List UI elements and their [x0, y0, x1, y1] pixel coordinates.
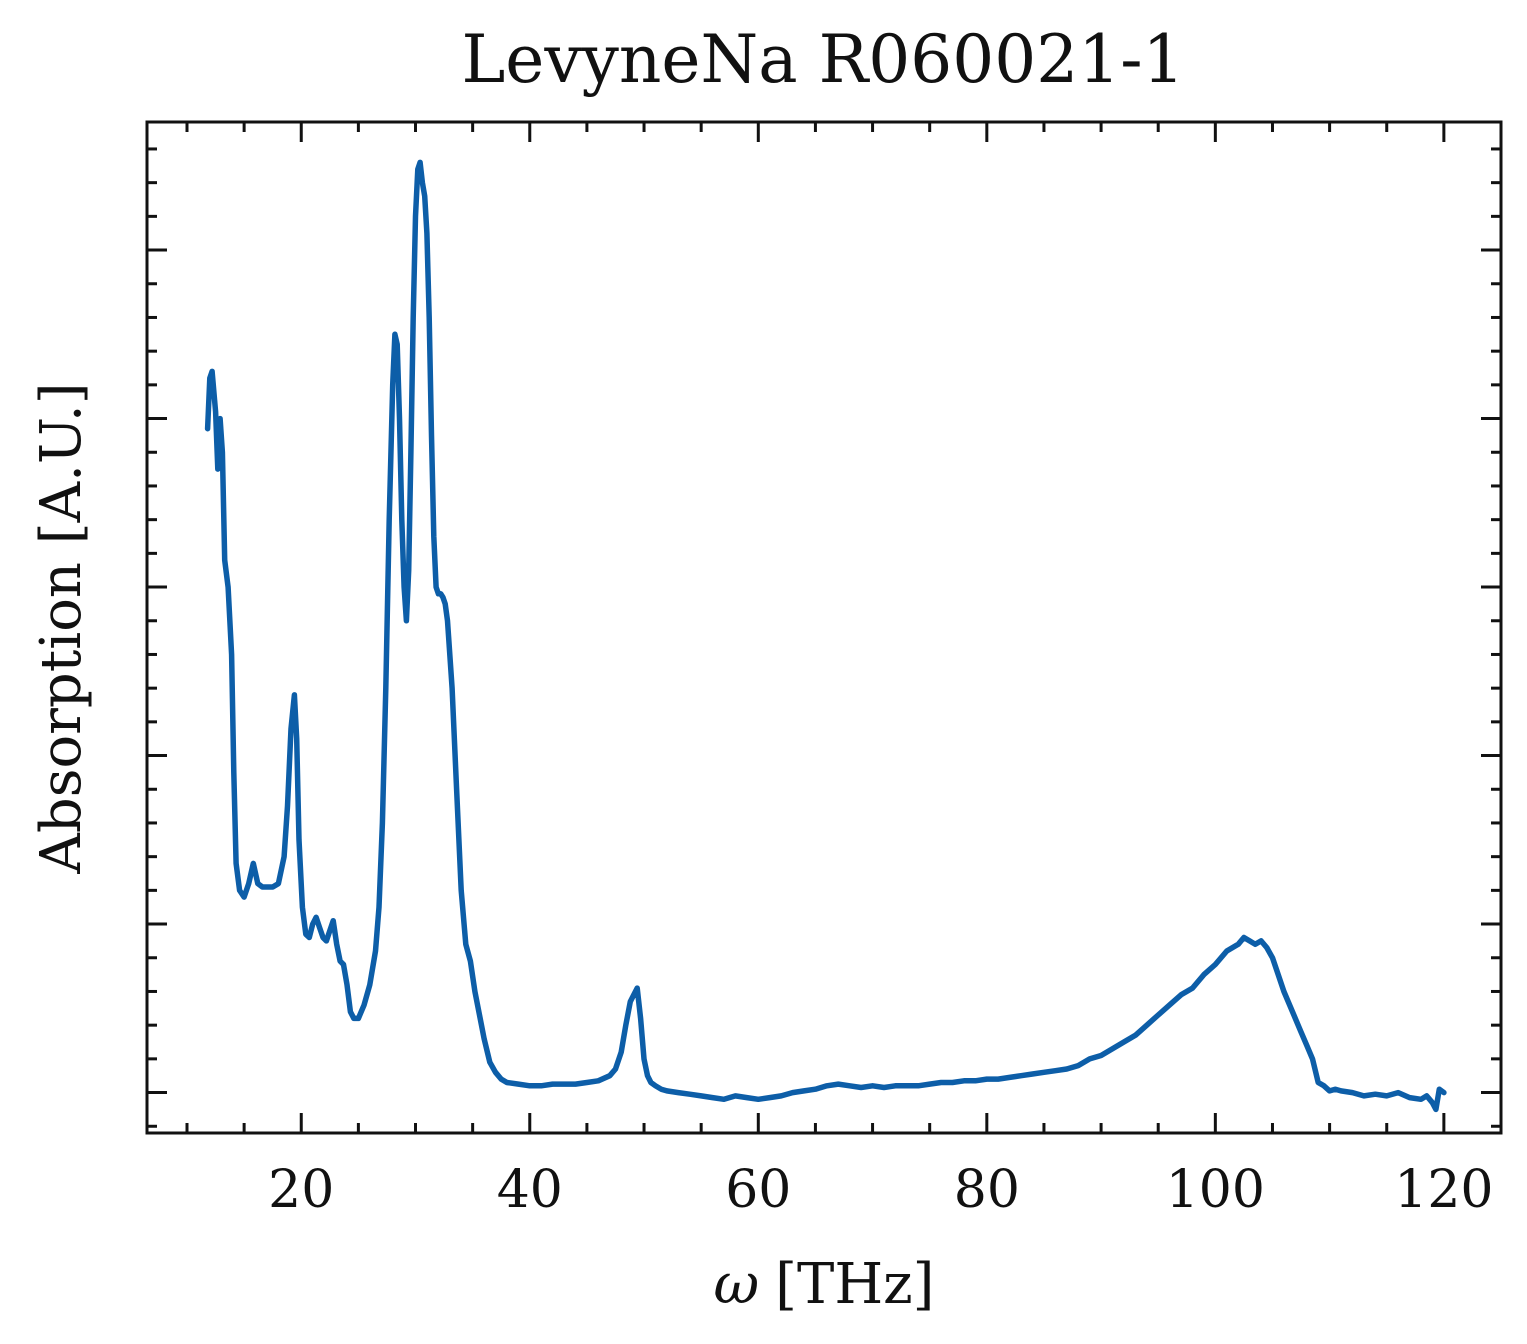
- tick-label-layer: 20 40 60 80 100 120: [268, 1160, 1493, 1220]
- series-layer: [204, 159, 1447, 1113]
- x-tick-label: 80: [954, 1160, 1020, 1220]
- x-axis-symbol: ω: [713, 1252, 759, 1317]
- tick-layer: [147, 122, 1503, 1133]
- x-tick-label: 60: [725, 1160, 791, 1220]
- x-tick-label: 20: [268, 1160, 334, 1220]
- x-tick-label: 120: [1394, 1160, 1493, 1220]
- plot-frame: [145, 120, 1503, 1135]
- x-tick-label: 100: [1166, 1160, 1265, 1220]
- x-axis-label: ω [THz]: [713, 1252, 934, 1317]
- x-axis-unit: [THz]: [775, 1252, 934, 1317]
- x-tick-label: 40: [497, 1160, 563, 1220]
- chart-title: LevyneNa R060021-1: [461, 21, 1184, 98]
- series-line-0: [204, 159, 1447, 1113]
- y-axis-label: Absorption [A.U.]: [29, 382, 94, 874]
